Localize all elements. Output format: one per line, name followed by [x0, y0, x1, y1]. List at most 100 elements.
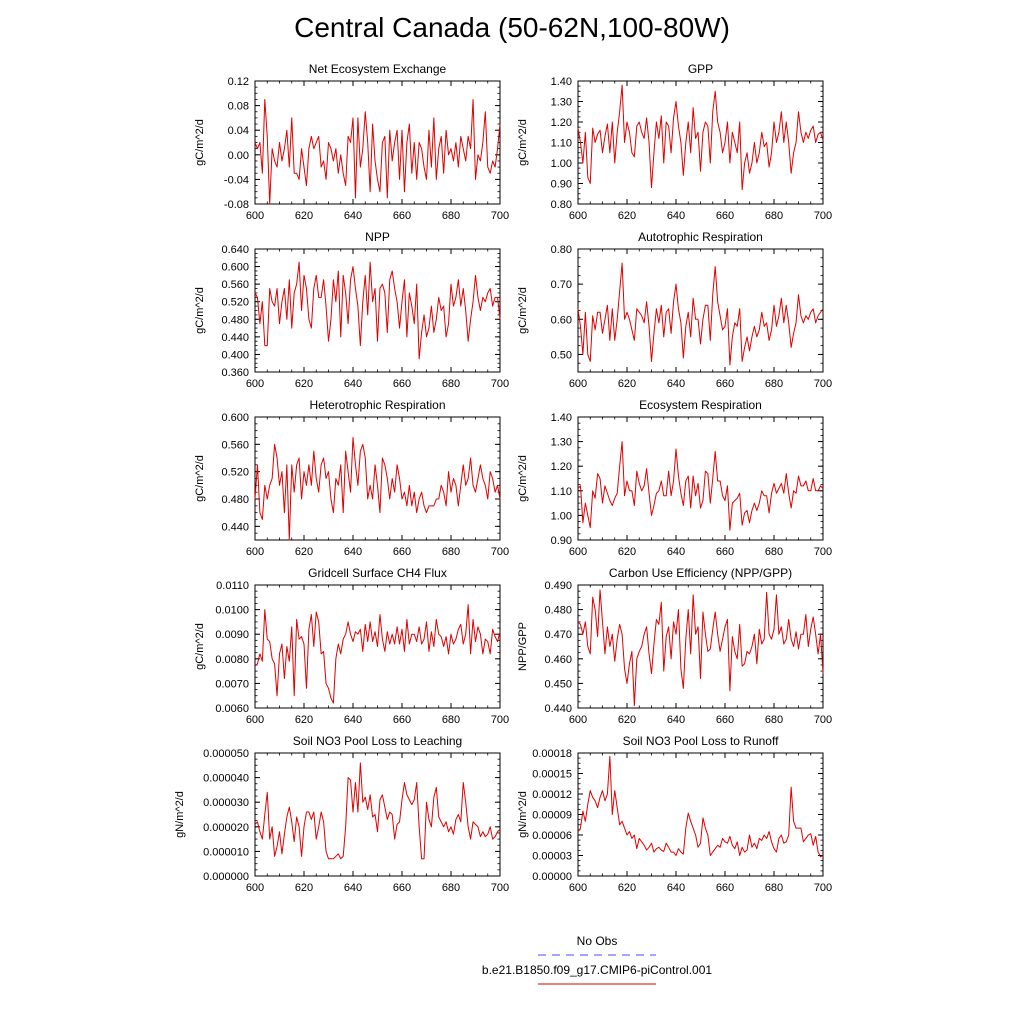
y-axis-label: gC/m^2/d — [194, 623, 206, 670]
series-line-heterotrophic-respiration — [254, 437, 501, 541]
plot-frame — [577, 248, 824, 373]
y-tick-label: 0.60 — [551, 314, 572, 326]
x-tick-label: 640 — [667, 546, 685, 558]
y-tick-label: 1.00 — [551, 158, 572, 170]
y-tick-label: 0.90 — [551, 535, 572, 547]
y-tick-label: 0.640 — [221, 244, 249, 256]
y-tick-label: 1.20 — [551, 461, 572, 473]
y-tick-label: 0.450 — [544, 678, 572, 690]
series-line-autotrophic-respiration — [577, 262, 824, 366]
x-tick-label: 660 — [393, 546, 411, 558]
y-axis-label: NPP/GPP — [517, 622, 529, 671]
legend: No Obs b.e21.B1850.f09_g17.CMIP6-piContr… — [482, 934, 712, 985]
y-tick-label: 0.000000 — [203, 871, 249, 883]
x-tick-label: 600 — [246, 210, 264, 222]
y-tick-label: 1.00 — [551, 510, 572, 522]
y-tick-label: 0.600 — [221, 412, 249, 424]
x-tick-label: 600 — [569, 546, 587, 558]
y-tick-label: 1.40 — [551, 76, 572, 88]
y-tick-label: 0.00003 — [532, 851, 572, 863]
x-tick-label: 620 — [618, 378, 636, 390]
y-tick-label: 0.480 — [221, 314, 249, 326]
panel-title-soil-no3-pool-loss-to-runoff: Soil NO3 Pool Loss to Runoff — [623, 734, 780, 748]
series-line-carbon-use-efficiency-npp-gpp — [577, 589, 824, 707]
x-tick-label: 620 — [618, 714, 636, 726]
x-tick-label: 680 — [765, 546, 783, 558]
y-axis-label: gC/m^2/d — [194, 455, 206, 502]
panel-title-net-ecosystem-exchange: Net Ecosystem Exchange — [309, 62, 447, 76]
panel-carbon-use-efficiency-npp-gpp: Carbon Use Efficiency (NPP/GPP) 600 620 640… — [517, 566, 832, 726]
x-tick-label: 700 — [491, 882, 509, 894]
panel-title-npp: NPP — [365, 230, 390, 244]
y-axis-label: gC/m^2/d — [194, 287, 206, 334]
panel-soil-no3-pool-loss-to-runoff: Soil NO3 Pool Loss to Runoff 600 620 640 660… — [517, 734, 832, 894]
x-tick-label: 600 — [246, 882, 264, 894]
y-tick-label: 0.000040 — [203, 773, 249, 785]
y-tick-label: 0.440 — [221, 332, 249, 344]
x-tick-label: 680 — [765, 882, 783, 894]
y-tick-label: 0.440 — [221, 521, 249, 533]
y-tick-label: 0.480 — [544, 605, 572, 617]
panel-title-ecosystem-respiration: Ecosystem Respiration — [639, 398, 762, 412]
x-tick-label: 620 — [295, 882, 313, 894]
plot-frame — [577, 416, 824, 541]
y-axis-label: gC/m^2/d — [194, 119, 206, 166]
y-tick-label: 0.560 — [221, 279, 249, 291]
x-tick-label: 700 — [491, 210, 509, 222]
x-tick-label: 660 — [716, 546, 734, 558]
y-axis-label: gC/m^2/d — [517, 455, 529, 502]
y-axis-label: gC/m^2/d — [517, 119, 529, 166]
y-tick-label: 0.00000 — [532, 871, 572, 883]
panel-title-heterotrophic-respiration: Heterotrophic Respiration — [309, 398, 445, 412]
y-tick-label: 0.00009 — [532, 810, 572, 822]
x-tick-label: 680 — [442, 882, 460, 894]
x-tick-label: 600 — [569, 714, 587, 726]
x-tick-label: 620 — [618, 210, 636, 222]
y-tick-label: 0.0080 — [215, 654, 249, 666]
y-tick-label: 1.10 — [551, 486, 572, 498]
x-tick-label: 640 — [344, 546, 362, 558]
x-tick-label: 620 — [618, 546, 636, 558]
x-tick-label: 640 — [344, 210, 362, 222]
y-tick-label: 0.00 — [228, 150, 249, 162]
x-tick-label: 620 — [295, 714, 313, 726]
x-tick-label: 600 — [246, 714, 264, 726]
y-tick-label: 0.520 — [221, 467, 249, 479]
x-tick-label: 600 — [246, 546, 264, 558]
y-tick-label: 0.560 — [221, 439, 249, 451]
panel-title-gpp: GPP — [688, 62, 713, 76]
x-tick-label: 700 — [814, 714, 832, 726]
x-tick-label: 660 — [716, 714, 734, 726]
x-tick-label: 680 — [442, 546, 460, 558]
x-tick-label: 680 — [765, 714, 783, 726]
panel-npp: NPP 600 620 640 660 680 700 0.360 0.400 0.440 0.48… — [194, 230, 509, 390]
panel-heterotrophic-respiration: Heterotrophic Respiration 600 620 640 660 680… — [194, 398, 509, 558]
x-tick-label: 640 — [667, 714, 685, 726]
panel-ecosystem-respiration: Ecosystem Respiration 600 620 640 660 680 700 0… — [517, 398, 832, 558]
y-tick-label: 0.0100 — [215, 605, 249, 617]
y-tick-label: 0.0060 — [215, 703, 249, 715]
series-line-soil-no3-pool-loss-to-runoff — [577, 755, 824, 858]
x-tick-label: 700 — [814, 546, 832, 558]
plot-frame — [577, 80, 824, 205]
x-tick-label: 600 — [569, 882, 587, 894]
legend-label-no-obs: No Obs — [577, 934, 618, 948]
y-tick-label: 0.000030 — [203, 797, 249, 809]
x-tick-label: 660 — [393, 882, 411, 894]
x-tick-label: 640 — [344, 882, 362, 894]
x-tick-label: 620 — [295, 546, 313, 558]
y-tick-label: 0.00012 — [532, 789, 572, 801]
y-tick-label: 1.30 — [551, 97, 572, 109]
panel-net-ecosystem-exchange: Net Ecosystem Exchange 600 620 640 660 680 700… — [194, 62, 509, 222]
x-tick-label: 680 — [442, 210, 460, 222]
y-tick-label: 1.40 — [551, 412, 572, 424]
y-tick-label: 0.000010 — [203, 846, 249, 858]
y-tick-label: 0.480 — [221, 494, 249, 506]
plot-frame — [577, 752, 824, 877]
y-tick-label: 0.00015 — [532, 769, 572, 781]
series-line-npp — [254, 261, 501, 360]
x-tick-label: 660 — [393, 378, 411, 390]
x-tick-label: 680 — [442, 378, 460, 390]
y-tick-label: 1.10 — [551, 138, 572, 150]
